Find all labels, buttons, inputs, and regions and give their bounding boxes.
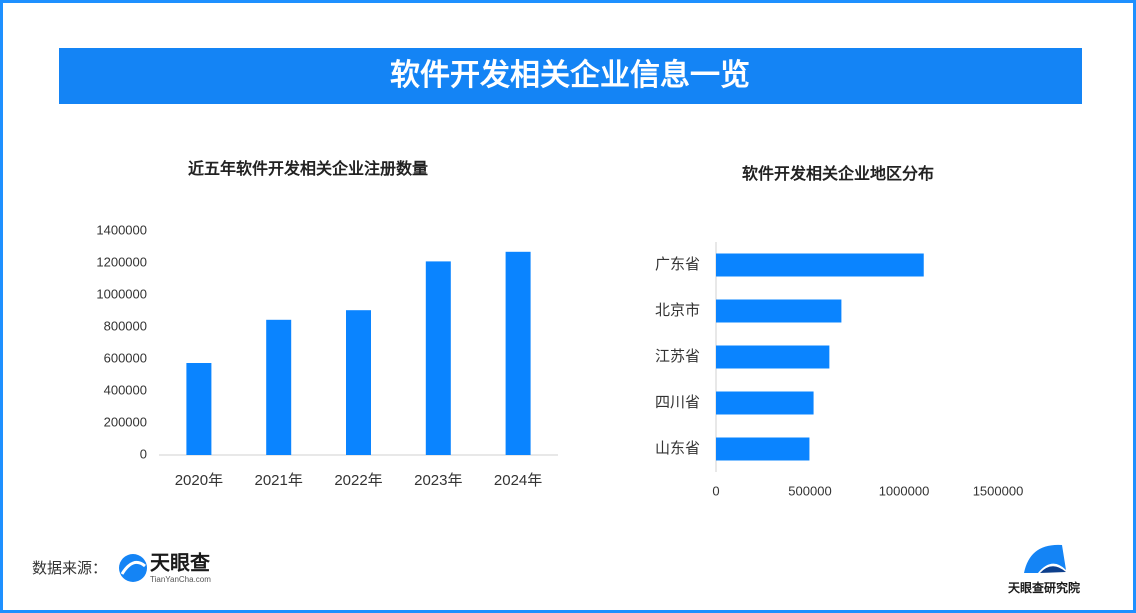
brand-icon	[1024, 544, 1066, 573]
y-tick-label: 北京市	[655, 302, 700, 319]
logo-text: 天眼查	[150, 550, 210, 574]
chart-title: 软件开发相关企业地区分布	[742, 164, 934, 183]
x-tick-label: 1500000	[973, 483, 1024, 498]
bar	[505, 251, 531, 455]
bar	[716, 299, 842, 323]
x-tick-label: 0	[712, 483, 719, 498]
bar	[716, 437, 810, 461]
y-tick-label: 400000	[104, 382, 147, 397]
bar	[266, 319, 292, 455]
logo-subtext: TianYanCha.com	[150, 575, 211, 584]
bar	[425, 261, 451, 455]
bar	[716, 253, 924, 277]
y-tick-label: 1400000	[96, 222, 147, 237]
logo-swoosh	[120, 560, 146, 575]
x-tick-label: 2024年	[494, 472, 542, 489]
y-tick-label: 山东省	[655, 440, 700, 457]
y-tick-label: 0	[140, 446, 147, 461]
source-label: 数据来源：	[32, 560, 107, 577]
y-tick-label: 200000	[104, 414, 147, 429]
y-tick-label: 四川省	[655, 394, 700, 411]
y-tick-label: 江苏省	[655, 348, 700, 365]
bar	[716, 345, 830, 369]
y-tick-label: 1200000	[96, 254, 147, 269]
brand-text: 天眼查研究院	[1008, 580, 1080, 595]
bar	[716, 391, 814, 415]
y-tick-label: 广东省	[655, 256, 700, 273]
source-logo: 天眼查 TianYanCha.com	[119, 550, 211, 584]
x-tick-label: 500000	[788, 483, 831, 498]
chart-title: 近五年软件开发相关企业注册数量	[188, 159, 428, 178]
y-tick-label: 1000000	[96, 286, 147, 301]
x-tick-label: 2023年	[414, 472, 462, 489]
brand-logo: 天眼查研究院	[1008, 544, 1080, 595]
bar	[346, 310, 371, 455]
x-tick-label: 2020年	[175, 472, 223, 489]
y-tick-label: 600000	[104, 350, 147, 365]
x-tick-label: 1000000	[879, 483, 930, 498]
bar	[186, 363, 212, 455]
logo-icon	[119, 554, 147, 582]
header-bar	[59, 48, 1082, 104]
brand-icon	[1040, 566, 1066, 573]
x-tick-label: 2021年	[255, 472, 303, 489]
x-tick-label: 2022年	[334, 472, 382, 489]
y-tick-label: 800000	[104, 318, 147, 333]
page-title: 软件开发相关企业信息一览	[390, 58, 750, 92]
